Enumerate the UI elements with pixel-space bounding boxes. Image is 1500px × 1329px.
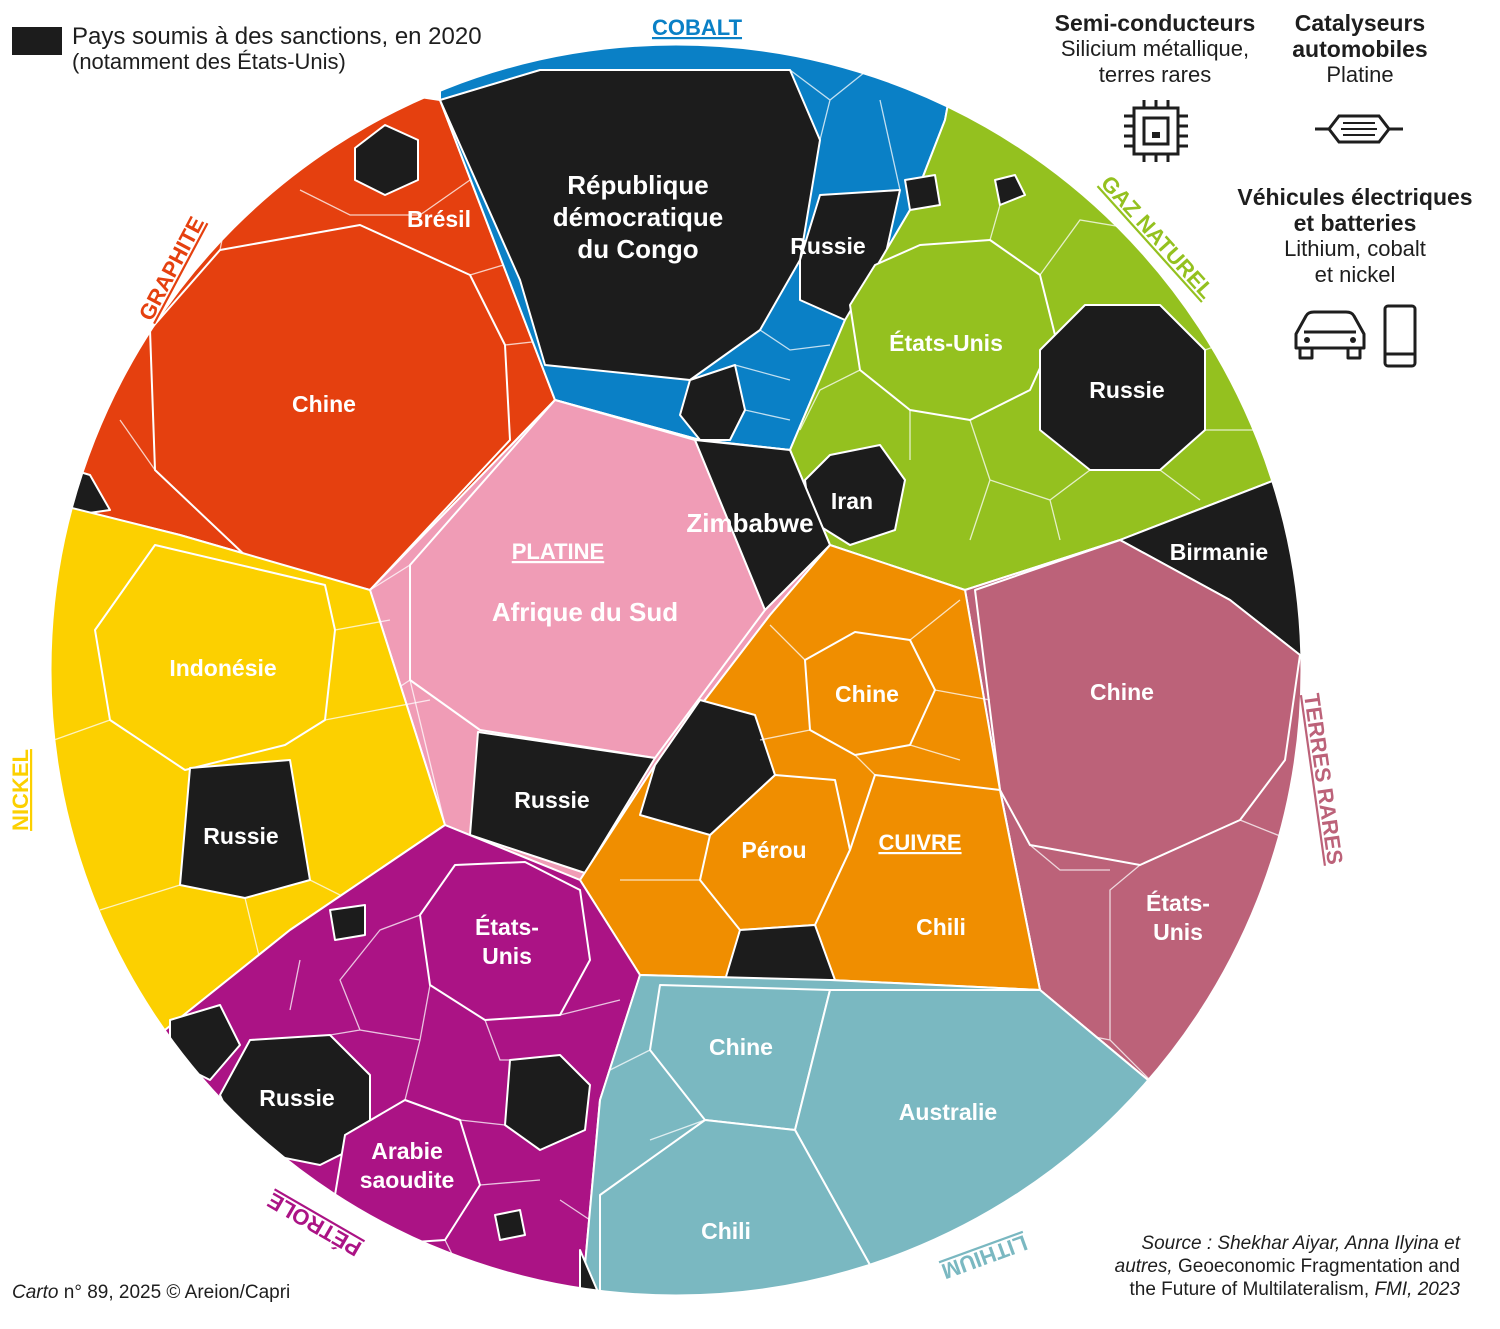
source-line-2a: autres, [1114,1256,1173,1277]
label-petrole-usa-line2: Unis [482,943,532,969]
label-platine-south-africa: Afrique du Sud [492,597,678,627]
chip-icon [1124,100,1188,162]
label-petrole-russia: Russie [259,1085,334,1111]
label-graphite-brazil: Brésil [407,206,471,232]
usage-semiconductors: Semi-conducteurs Silicium métallique, te… [1040,10,1270,88]
source-line-3a: the Future of Multilateralism, [1129,1279,1370,1300]
terres-rares-china-cell [974,539,1301,866]
usage-ev-batteries: Véhicules électriques et batteries Lithiu… [1225,184,1485,288]
usage-title: Catalyseurs automobiles [1292,10,1428,62]
label-drc-line3: du Congo [577,234,698,264]
sanction-legend: Pays soumis à des sanctions, en 2020 (no… [72,24,482,74]
usage-materials: Lithium, cobalt [1284,236,1426,261]
usage-materials: terres rares [1098,62,1212,87]
cuivre-china-cell [804,631,936,756]
graphite-sanctioned-cell [354,124,419,196]
catalytic-converter-icon [1315,114,1403,144]
usage-title: Véhicules électriques et batteries [1237,184,1473,236]
label-lithium-chile: Chili [701,1218,751,1244]
nickel-indonesia-cell [94,544,336,771]
graphite-china-cell [149,224,511,591]
label-gaz-usa: États-Unis [889,329,1003,356]
label-cobalt: COBALT [652,15,743,40]
gaz-sanctioned-cell [904,174,941,211]
cobalt-drc-cell [439,69,821,381]
label-nickel: NICKEL [8,749,33,831]
label-cuivre-chile: Chili [916,914,966,940]
label-terres-rares: TERRES RARES [1299,692,1348,866]
label-terres-rares-myanmar: Birmanie [1170,539,1268,565]
credit-magazine: Carto [12,1282,59,1303]
label-petrole-saudi-line2: saoudite [360,1167,455,1193]
region-cobalt [439,44,961,451]
car-and-phone-icon [1294,304,1417,368]
label-cuivre-peru: Pérou [741,837,806,863]
sanction-legend-swatch [12,27,62,55]
usage-catalysts: Catalyseurs automobiles Platine [1260,10,1460,88]
source-line-3b: FMI, 2023 [1369,1279,1460,1300]
label-nickel-indonesia: Indonésie [169,655,276,681]
petrole-sanctioned-cell [329,904,366,941]
label-lithium-china: Chine [709,1034,773,1060]
label-cuivre-china: Chine [835,681,899,707]
source-line-1: Source : Shekhar Aiyar, Anna Ilyina et [1141,1233,1460,1254]
label-petrole-saudi-line1: Arabie [371,1138,443,1164]
label-terres-rares-china: Chine [1090,679,1154,705]
label-gaz-iran: Iran [831,488,873,514]
cuivre-sanctioned-cell [639,699,776,836]
label-cobalt-russia: Russie [790,233,865,259]
label-gaz-russia: Russie [1089,377,1164,403]
label-graphite-china: Chine [292,391,356,417]
usage-materials: Platine [1326,62,1394,87]
lithium-sanctioned-cell [579,1249,611,1296]
nickel-russia-cell [179,759,311,899]
source-line-2b: Geoeconomic Fragmentation and [1172,1256,1460,1277]
legend-line-2: (notamment des États-Unis) [72,49,346,74]
label-lithium: LITHIUM [938,1230,1030,1284]
label-terres-rares-usa-line2: Unis [1153,919,1203,945]
region-platine [369,399,831,881]
label-terres-rares-usa-line1: États- [1146,889,1210,916]
legend-line-1: Pays soumis à des sanctions, en 2020 [72,23,482,50]
label-platine: PLATINE [512,539,604,564]
usage-materials: et nickel [1314,262,1396,287]
source-note: Source : Shekhar Aiyar, Anna Ilyina et a… [1115,1232,1460,1301]
label-drc-line1: République [567,170,709,200]
label-platine-zimbabwe: Zimbabwe [686,508,813,538]
label-petrole-usa-line1: États- [475,913,539,940]
region-cuivre [579,544,1041,991]
label-platine-russia: Russie [514,787,589,813]
region-lithium [579,974,1161,1296]
cuivre-sanctioned-cell [724,924,836,981]
label-lithium-australia: Australie [899,1099,997,1125]
credit-rest: n° 89, 2025 © Areion/Capri [58,1282,291,1303]
usage-title: Semi-conducteurs [1054,10,1256,36]
label-cuivre: CUIVRE [878,830,961,855]
credit-note: Carto n° 89, 2025 © Areion/Capri [12,1282,290,1304]
gaz-sanctioned-cell [994,174,1026,206]
label-drc-line2: démocratique [553,202,724,232]
petrole-sanctioned-cell [494,1209,526,1241]
label-nickel-russia: Russie [203,823,278,849]
usage-materials: Silicium métallique, [1060,36,1250,61]
